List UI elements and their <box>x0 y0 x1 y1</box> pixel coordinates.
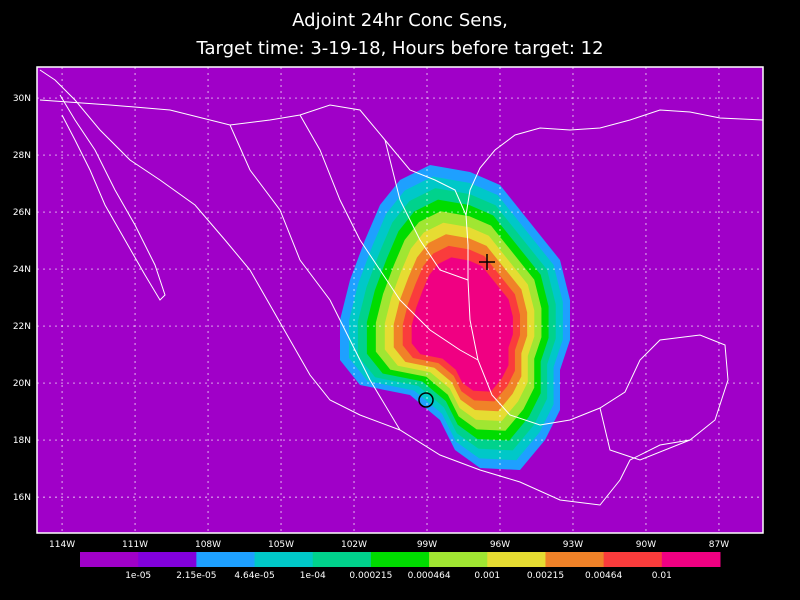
x-tick-label: 90W <box>636 540 656 550</box>
x-tick-label: 87W <box>709 540 729 550</box>
y-tick-label: 16N <box>13 493 31 503</box>
colorbar-box <box>545 552 605 567</box>
colorbar-label: 0.00215 <box>527 571 564 581</box>
tick-labels: 114W 111W 108W 105W 102W 99W 96W 93W 90W 87W 16N 18… <box>13 94 729 550</box>
contour-level <box>411 257 513 392</box>
colorbar-box <box>603 552 663 567</box>
plot-area <box>37 67 763 533</box>
coastline <box>39 69 763 506</box>
state-border <box>384 139 469 281</box>
state-border <box>229 124 401 431</box>
colorbar-box <box>312 552 372 567</box>
colorbar-box <box>80 552 139 567</box>
border <box>39 99 467 216</box>
colorbar-label: 2.15e-05 <box>176 571 216 581</box>
x-tick-label: 108W <box>195 540 221 550</box>
x-tick-label: 111W <box>122 540 148 550</box>
title-line-1: Adjoint 24hr Conc Sens, <box>292 10 508 31</box>
y-tick-label: 26N <box>13 208 31 218</box>
colorbar-label: 4.64e-05 <box>234 571 274 581</box>
x-tick-label: 102W <box>341 540 367 550</box>
coastlines <box>39 69 763 506</box>
x-tick-label: 93W <box>563 540 583 550</box>
colorbar-box <box>429 552 488 567</box>
x-tick-label: 99W <box>417 540 437 550</box>
colorbar-label: 1e-05 <box>125 571 151 581</box>
y-tick-label: 22N <box>13 322 31 332</box>
state-border <box>299 114 479 361</box>
colorbar-box <box>370 552 430 567</box>
map-frame <box>36 66 764 534</box>
y-tick-label: 24N <box>13 265 31 275</box>
colorbar-label: 0.01 <box>652 571 672 581</box>
colorbar-label: 0.000215 <box>349 571 392 581</box>
colorbar-label: 1e-04 <box>300 571 326 581</box>
colorbar: 1e-05 2.15e-05 4.64e-05 1e-04 0.000215 0.0004… <box>80 552 721 581</box>
baja-coast <box>59 94 166 301</box>
state-border <box>599 407 691 461</box>
contours <box>340 165 570 470</box>
colorbar-label: 0.00464 <box>585 571 622 581</box>
colorbar-box <box>661 552 721 567</box>
colorbar-box <box>138 552 197 567</box>
colorbar-label: 0.000464 <box>408 571 451 581</box>
y-tick-label: 20N <box>13 379 31 389</box>
markers <box>418 254 495 408</box>
x-tick-label: 105W <box>268 540 294 550</box>
title-line-2: Target time: 3-19-18, Hours before targe… <box>195 38 603 59</box>
colorbar-label: 0.001 <box>474 571 500 581</box>
colorbar-box <box>196 552 256 567</box>
x-tick-label: 96W <box>490 540 510 550</box>
y-tick-label: 28N <box>13 151 31 161</box>
source-marker <box>418 392 434 408</box>
y-tick-label: 18N <box>13 436 31 446</box>
y-tick-label: 30N <box>13 94 31 104</box>
colorbar-box <box>254 552 314 567</box>
grid <box>37 67 763 533</box>
x-tick-label: 114W <box>49 540 75 550</box>
colorbar-box <box>487 552 546 567</box>
